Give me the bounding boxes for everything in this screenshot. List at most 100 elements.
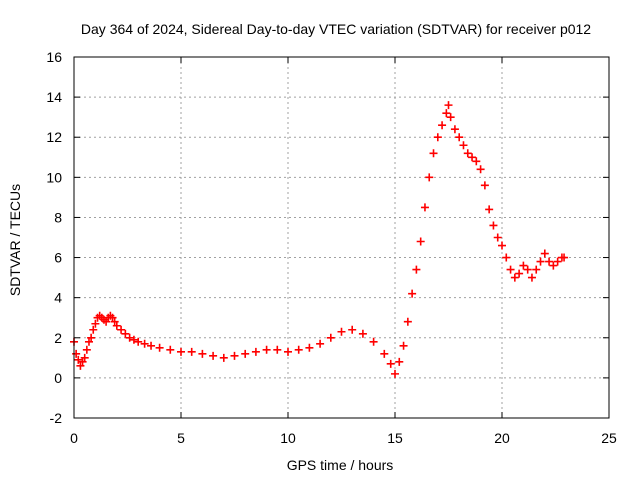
data-point — [284, 347, 292, 356]
y-tick-label: 8 — [54, 209, 62, 225]
y-tick-label: -2 — [50, 410, 63, 426]
data-point — [420, 203, 429, 212]
y-tick-label: 12 — [46, 129, 62, 145]
data-point — [121, 329, 130, 338]
data-point — [489, 221, 498, 230]
data-point — [147, 341, 156, 350]
x-axis-label: GPS time / hours — [287, 457, 394, 473]
data-point — [408, 289, 417, 298]
data-point — [545, 257, 554, 266]
data-point — [177, 347, 185, 356]
data-point — [112, 321, 121, 330]
data-point — [519, 261, 528, 270]
data-point — [358, 329, 367, 338]
data-point — [463, 149, 472, 158]
data-point — [305, 343, 314, 352]
x-tick-label: 0 — [70, 430, 78, 446]
data-point — [87, 333, 96, 342]
data-point — [444, 101, 453, 110]
data-point — [89, 325, 98, 334]
y-tick-label: 4 — [54, 290, 62, 306]
data-point — [455, 133, 464, 142]
data-point — [429, 149, 438, 158]
data-point — [502, 253, 511, 262]
data-point — [251, 347, 260, 356]
data-point — [117, 325, 126, 334]
data-point — [527, 273, 536, 282]
chart-title: Day 364 of 2024, Sidereal Day-to-day VTE… — [81, 21, 591, 37]
data-point — [187, 347, 196, 356]
data-point — [515, 269, 524, 278]
data-point — [549, 261, 558, 270]
y-tick-label: 14 — [46, 89, 62, 105]
data-point — [433, 133, 442, 142]
y-axis-label: SDTVAR / TECUs — [7, 184, 23, 296]
data-point — [510, 273, 519, 282]
data-point — [425, 173, 434, 182]
data-point — [553, 257, 562, 266]
y-tick-label: 10 — [46, 169, 62, 185]
x-tick-label: 5 — [177, 430, 185, 446]
data-point — [80, 353, 89, 362]
data-point — [155, 343, 164, 352]
data-point — [485, 205, 494, 214]
y-tick-label: 0 — [54, 370, 62, 386]
data-point — [230, 351, 239, 360]
data-point — [472, 157, 481, 166]
data-point — [326, 333, 335, 342]
data-point — [348, 325, 357, 334]
data-point — [476, 165, 485, 174]
data-point — [399, 341, 408, 350]
data-point — [498, 241, 506, 250]
data-point — [369, 337, 378, 346]
data-point — [386, 359, 395, 368]
data-point — [82, 345, 91, 354]
data-point — [450, 125, 459, 134]
series-0 — [70, 101, 569, 378]
y-axis-ticks: -2 0 2 4 6 8 10 12 14 16 — [46, 49, 609, 426]
data-point — [438, 121, 447, 130]
data-point — [273, 345, 282, 354]
x-tick-label: 20 — [494, 430, 510, 446]
data-point — [459, 141, 468, 150]
data-point — [84, 337, 93, 346]
y-tick-label: 6 — [54, 250, 62, 266]
data-point — [540, 249, 549, 258]
y-tick-label: 16 — [46, 49, 62, 65]
data-point — [166, 345, 175, 354]
data-point — [480, 181, 489, 190]
data-point — [262, 345, 271, 354]
plot-area-border — [73, 56, 610, 419]
data-point — [316, 339, 325, 348]
data-point — [129, 335, 138, 344]
data-point — [468, 153, 477, 162]
y-tick-label: 2 — [54, 330, 62, 346]
data-point — [134, 337, 143, 346]
data-point — [337, 327, 346, 336]
x-tick-label: 10 — [280, 430, 296, 446]
data-point — [536, 257, 545, 266]
data-point — [76, 361, 85, 370]
data-point — [446, 113, 455, 122]
data-point — [380, 349, 389, 358]
data-point — [219, 353, 228, 362]
data-point — [416, 237, 425, 246]
x-tick-label: 25 — [601, 430, 617, 446]
data-point — [506, 265, 515, 274]
data-point — [125, 333, 134, 342]
data-point — [102, 317, 111, 326]
data-point — [442, 109, 451, 118]
data-points — [70, 101, 569, 378]
data-point — [403, 317, 412, 326]
data-point — [198, 349, 207, 358]
data-point — [294, 345, 303, 354]
data-point — [391, 369, 399, 378]
x-axis-ticks: 0 5 10 15 20 25 — [70, 57, 617, 446]
data-point — [108, 313, 117, 322]
data-point — [395, 357, 404, 366]
data-point — [241, 349, 250, 358]
data-point — [412, 265, 421, 274]
data-point — [91, 319, 100, 328]
